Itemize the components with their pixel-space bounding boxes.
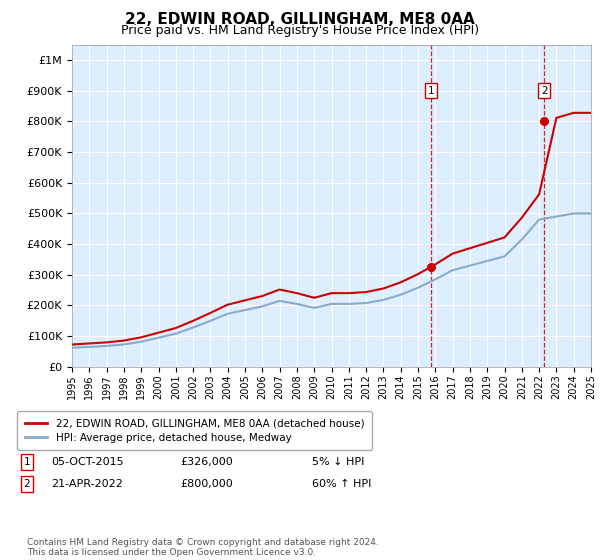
Text: £800,000: £800,000 (180, 479, 233, 489)
Text: Price paid vs. HM Land Registry's House Price Index (HPI): Price paid vs. HM Land Registry's House … (121, 24, 479, 37)
Text: 05-OCT-2015: 05-OCT-2015 (51, 457, 124, 467)
Text: 5% ↓ HPI: 5% ↓ HPI (312, 457, 364, 467)
Text: £326,000: £326,000 (180, 457, 233, 467)
Text: 1: 1 (23, 457, 31, 467)
Text: 21-APR-2022: 21-APR-2022 (51, 479, 123, 489)
Text: Contains HM Land Registry data © Crown copyright and database right 2024.
This d: Contains HM Land Registry data © Crown c… (27, 538, 379, 557)
Text: 2: 2 (541, 86, 548, 96)
Text: 1: 1 (428, 86, 434, 96)
Text: 60% ↑ HPI: 60% ↑ HPI (312, 479, 371, 489)
Legend: 22, EDWIN ROAD, GILLINGHAM, ME8 0AA (detached house), HPI: Average price, detach: 22, EDWIN ROAD, GILLINGHAM, ME8 0AA (det… (17, 411, 371, 450)
Text: 22, EDWIN ROAD, GILLINGHAM, ME8 0AA: 22, EDWIN ROAD, GILLINGHAM, ME8 0AA (125, 12, 475, 27)
Text: 2: 2 (23, 479, 31, 489)
